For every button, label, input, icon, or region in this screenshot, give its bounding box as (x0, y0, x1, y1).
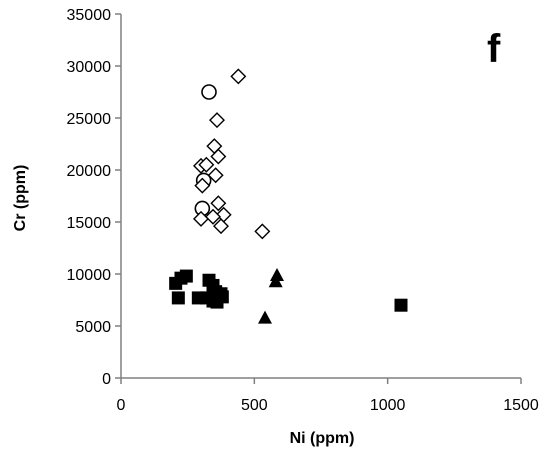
data-point-filled-triangle (268, 274, 283, 288)
data-point-filled-triangle (270, 268, 284, 282)
y-axis-title: Cr (ppm) (12, 165, 29, 232)
data-point-filled-square (394, 298, 408, 312)
y-tick-label: 25000 (67, 111, 112, 128)
data-point-open-diamond (213, 218, 229, 235)
data-point-filled-triangle (258, 310, 272, 324)
y-tick-label: 15000 (67, 215, 112, 232)
data-point-filled-square (214, 287, 228, 301)
data-points (169, 68, 408, 324)
panel-label: f (487, 27, 501, 71)
data-point-filled-square (179, 269, 193, 283)
y-tick-label: 30000 (67, 59, 112, 76)
x-tick-label: 0 (117, 397, 126, 414)
y-tick-label: 10000 (67, 267, 112, 284)
x-ticks: 0 500 1000 1500 (117, 378, 539, 414)
data-point-open-diamond (210, 148, 227, 165)
x-axis-title: Ni (ppm) (290, 430, 355, 447)
data-point-open-diamond (198, 156, 215, 173)
data-point-open-diamond (194, 177, 211, 194)
y-tick-label: 20000 (67, 163, 112, 180)
y-tick-label: 5000 (75, 319, 111, 336)
data-point-open-diamond (207, 167, 224, 184)
data-point-open-diamond (230, 68, 247, 85)
data-point-open-diamond (205, 208, 221, 225)
y-ticks: 0 5000 10000 15000 20000 25000 30000 35000 (67, 7, 121, 388)
data-point-open-diamond (209, 112, 225, 129)
x-tick-label: 1500 (503, 397, 539, 414)
y-tick-label: 0 (102, 371, 111, 388)
data-point-open-circle (201, 84, 217, 100)
y-tick-label: 35000 (67, 7, 112, 24)
x-tick-label: 500 (241, 397, 268, 414)
x-tick-label: 1000 (370, 397, 406, 414)
data-point-open-diamond (210, 195, 227, 212)
axes (120, 14, 521, 379)
data-point-open-diamond (254, 223, 271, 240)
data-point-filled-square (171, 291, 185, 305)
